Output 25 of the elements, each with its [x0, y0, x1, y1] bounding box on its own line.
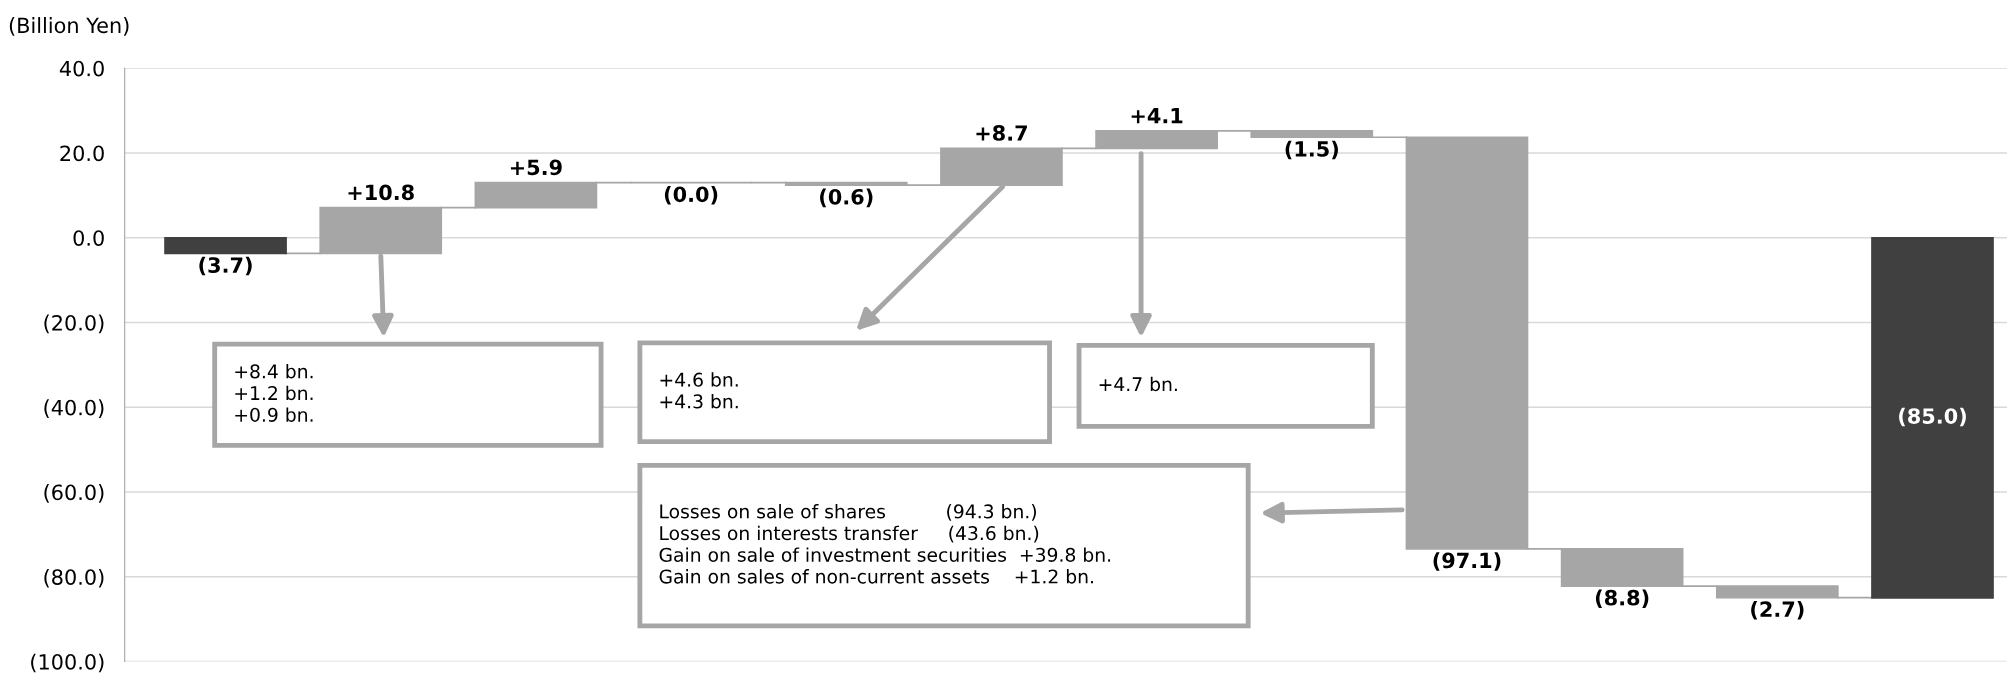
- y-tick-label: (40.0): [44, 399, 104, 418]
- data-label: +10.8: [348, 184, 414, 201]
- y-axis-title: (Billion Yen): [9, 17, 129, 36]
- y-tick-label: (20.0): [44, 314, 104, 334]
- annotation: +4.6 bn. +4.3 bn.: [660, 372, 738, 409]
- annotation: +8.4 bn. +1.2 bn. +0.9 bn.: [235, 363, 313, 422]
- data-label: (3.7): [199, 256, 252, 276]
- data-label: +8.7: [976, 125, 1027, 141]
- annotation: Losses on sale of shares (94.3 bn.) Losses on interests transfer (43.6 bn.) Gain on sale of investment securities +39.8 bn. Gain on sales of non-current assets +1.2 bn.: [659, 503, 1111, 584]
- data-label: (97.1): [1433, 552, 1501, 571]
- data-label: +4.1: [1131, 108, 1183, 124]
- annotation: +4.7 bn.: [1099, 376, 1177, 392]
- data-label: +5.9: [510, 159, 562, 176]
- data-label: (1.5): [1285, 140, 1338, 160]
- y-tick-label: 40.0: [59, 60, 104, 77]
- data-label: (85.0): [1899, 407, 1966, 427]
- y-tick-label: 0.0: [73, 230, 104, 246]
- data-label: (0.0): [664, 186, 718, 205]
- y-tick-label: (80.0): [44, 568, 104, 588]
- data-label: (8.8): [1595, 589, 1649, 609]
- data-label: (0.6): [820, 188, 873, 208]
- data-label: (2.7): [1751, 600, 1804, 620]
- y-tick-label: (60.0): [44, 484, 104, 503]
- y-tick-label: (100.0): [31, 653, 104, 673]
- y-tick-label: 20.0: [60, 145, 104, 162]
